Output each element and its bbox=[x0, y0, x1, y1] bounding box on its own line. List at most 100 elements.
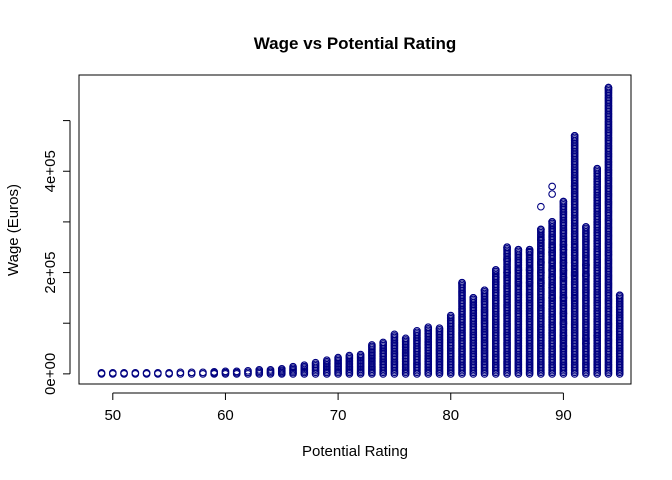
data-point bbox=[559, 197, 568, 206]
data-point bbox=[537, 278, 545, 287]
x-tick-label: 80 bbox=[442, 407, 459, 424]
data-point bbox=[221, 367, 230, 376]
data-point bbox=[165, 369, 173, 377]
x-tick-label: 60 bbox=[217, 407, 234, 424]
data-point bbox=[548, 266, 556, 274]
data-point bbox=[548, 258, 556, 267]
data-point bbox=[582, 223, 590, 231]
data-point bbox=[289, 362, 297, 371]
data-point bbox=[570, 243, 579, 252]
data-point bbox=[582, 271, 590, 279]
data-point bbox=[525, 248, 534, 257]
data-point bbox=[537, 245, 545, 254]
data-point bbox=[548, 190, 556, 198]
data-point bbox=[525, 278, 534, 287]
data-point bbox=[154, 369, 162, 377]
data-point bbox=[593, 332, 602, 340]
data-point bbox=[345, 351, 354, 360]
data-point bbox=[570, 268, 579, 277]
data-point bbox=[97, 369, 106, 377]
data-point bbox=[559, 294, 568, 302]
data-points bbox=[97, 83, 624, 378]
data-point bbox=[266, 365, 275, 374]
data-point bbox=[131, 369, 140, 377]
data-point bbox=[413, 326, 421, 335]
data-point bbox=[142, 369, 151, 377]
data-point bbox=[559, 342, 568, 350]
data-point bbox=[491, 266, 500, 274]
data-point bbox=[570, 131, 579, 140]
data-point bbox=[604, 83, 613, 92]
data-point bbox=[537, 225, 545, 234]
data-point bbox=[570, 258, 579, 267]
data-point bbox=[559, 319, 568, 328]
data-point bbox=[525, 245, 534, 254]
y-tick-label: 2e+05 bbox=[42, 251, 59, 293]
data-point bbox=[277, 364, 286, 373]
data-point bbox=[548, 218, 556, 226]
data-point bbox=[559, 245, 568, 254]
data-point bbox=[199, 368, 207, 377]
data-point bbox=[379, 338, 388, 347]
data-point bbox=[548, 283, 556, 292]
x-tick-label: 90 bbox=[555, 407, 572, 424]
data-point bbox=[514, 245, 523, 254]
data-point bbox=[537, 268, 545, 277]
data-point bbox=[491, 273, 500, 282]
data-point bbox=[615, 291, 624, 300]
data-point bbox=[537, 202, 545, 211]
data-point bbox=[593, 164, 602, 173]
data-point bbox=[548, 243, 556, 252]
data-point bbox=[300, 361, 309, 370]
data-point bbox=[232, 367, 241, 376]
data-point bbox=[356, 350, 365, 359]
data-point bbox=[537, 258, 545, 267]
data-point bbox=[570, 271, 579, 279]
data-point bbox=[514, 266, 523, 274]
data-point bbox=[458, 278, 466, 287]
data-point bbox=[593, 350, 602, 359]
data-point bbox=[503, 256, 511, 264]
data-point bbox=[469, 294, 478, 302]
y-tick-label: 4e+05 bbox=[42, 150, 59, 192]
y-axis: 0e+00 2e+05 4e+05 bbox=[42, 120, 71, 395]
data-point bbox=[255, 365, 264, 374]
data-point bbox=[548, 182, 556, 191]
data-point bbox=[559, 266, 568, 274]
data-point bbox=[322, 356, 331, 365]
data-point bbox=[537, 235, 545, 244]
data-point bbox=[311, 358, 320, 367]
data-point bbox=[548, 294, 556, 302]
data-point bbox=[570, 294, 579, 302]
x-axis: 50 60 70 80 90 bbox=[104, 392, 572, 424]
data-point bbox=[582, 261, 590, 269]
x-tick-label: 70 bbox=[330, 407, 347, 424]
data-point bbox=[176, 368, 185, 377]
data-point bbox=[244, 366, 252, 375]
data-point bbox=[582, 334, 590, 343]
data-point bbox=[559, 309, 568, 317]
data-point bbox=[210, 367, 219, 376]
data-point bbox=[120, 369, 128, 377]
chart-title: Wage vs Potential Rating bbox=[254, 34, 456, 53]
data-point bbox=[187, 368, 196, 377]
data-point bbox=[548, 273, 556, 282]
data-point bbox=[480, 286, 489, 295]
y-tick-label: 0e+00 bbox=[42, 353, 59, 395]
data-point bbox=[559, 273, 568, 282]
data-point bbox=[503, 243, 511, 252]
data-point bbox=[334, 353, 342, 362]
data-point bbox=[401, 334, 410, 343]
data-point bbox=[446, 311, 455, 320]
data-point bbox=[559, 240, 568, 249]
y-axis-label: Wage (Euros) bbox=[5, 184, 22, 276]
data-point bbox=[390, 330, 399, 339]
x-axis-label: Potential Rating bbox=[302, 443, 408, 460]
data-point bbox=[368, 341, 376, 349]
data-point bbox=[514, 278, 523, 287]
x-tick-label: 50 bbox=[104, 407, 121, 424]
data-point bbox=[570, 182, 579, 191]
plot-frame bbox=[78, 74, 632, 385]
data-point bbox=[503, 268, 511, 277]
